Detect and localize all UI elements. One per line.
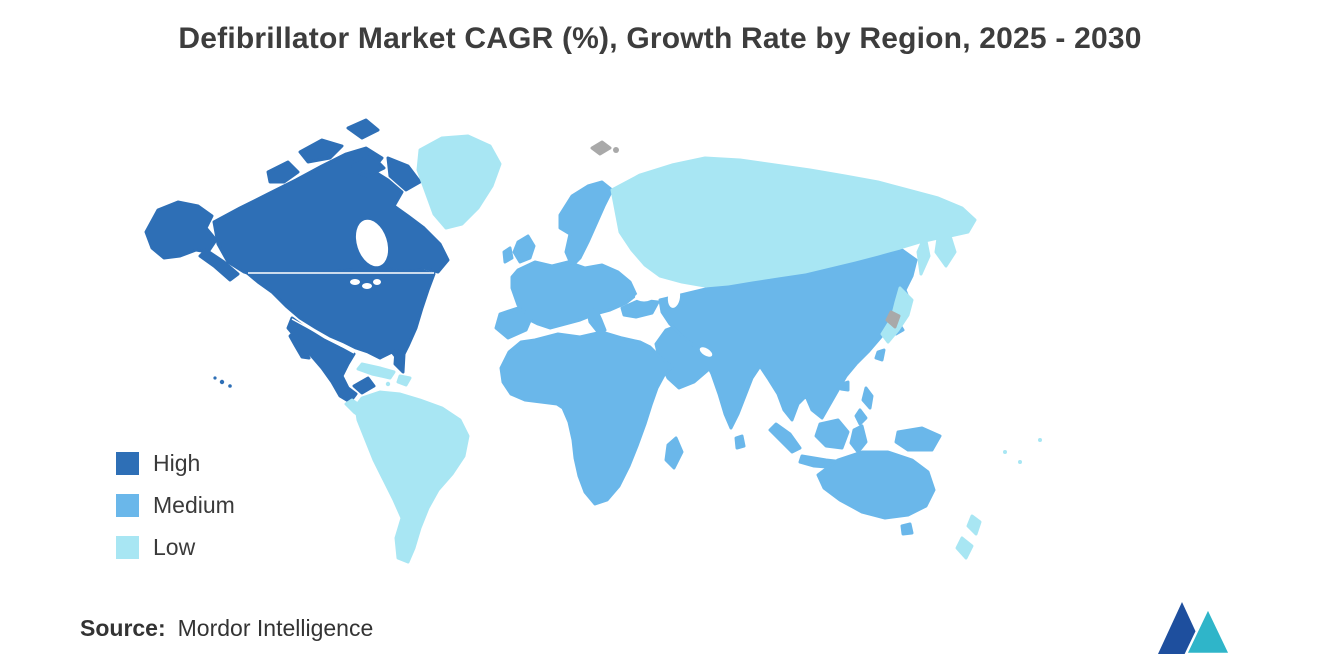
legend-swatch-low — [116, 536, 139, 559]
region-borneo — [814, 418, 850, 450]
region-iceland — [450, 200, 472, 218]
legend-label-high: High — [153, 450, 201, 476]
hawaii-island-dot — [228, 384, 232, 388]
legend-swatch-high — [116, 452, 139, 475]
page-title: Defibrillator Market CAGR (%), Growth Ra… — [178, 22, 1142, 55]
high-regions — [144, 118, 450, 404]
region-sulawesi — [849, 424, 868, 454]
region-philippines-south — [854, 408, 868, 426]
region-hainan — [839, 380, 850, 392]
pacific-island-dot — [1018, 460, 1022, 464]
region-greenland — [416, 134, 502, 230]
region-uk — [512, 234, 536, 264]
region-italy — [586, 307, 607, 334]
jamaica-dot — [385, 381, 391, 387]
country-borders — [248, 272, 434, 354]
legend-item-medium: Medium — [116, 492, 235, 519]
high-dots — [213, 376, 232, 388]
source-text: Mordor Intelligence — [177, 615, 374, 641]
logo-right-shape — [1184, 605, 1232, 656]
source-label: Source: — [80, 615, 166, 641]
region-new-zealand-north — [966, 514, 982, 536]
caspian-sea — [667, 286, 681, 308]
great-lake — [350, 279, 360, 285]
region-south-america — [354, 390, 470, 564]
region-philippines-north — [861, 386, 874, 410]
pacific-island-dot — [1038, 438, 1042, 442]
region-new-zealand-south — [955, 536, 974, 560]
region-cuba — [356, 362, 396, 380]
region-arctic-island-4 — [350, 154, 386, 178]
great-lake — [362, 283, 372, 289]
region-hispaniola — [396, 374, 412, 387]
mordor-intelligence-logo — [1158, 602, 1232, 656]
legend-label-medium: Medium — [153, 492, 235, 518]
region-north-korea — [885, 310, 901, 329]
black-sea — [635, 292, 653, 302]
region-new-guinea — [894, 426, 942, 452]
region-svalbard-islet — [613, 147, 619, 153]
region-canada — [212, 146, 450, 280]
region-australia — [816, 450, 936, 520]
legend-item-low: Low — [116, 534, 235, 561]
region-sri-lanka — [734, 434, 746, 450]
region-baja-california — [288, 330, 311, 360]
region-africa — [499, 330, 674, 506]
medium-regions — [494, 180, 942, 536]
region-asia-mainland — [658, 248, 918, 430]
region-tasmania — [900, 522, 914, 536]
hudson-bay — [355, 219, 389, 267]
region-usa — [244, 266, 436, 364]
region-ireland — [502, 246, 514, 264]
hawaii-island-dot — [213, 376, 217, 380]
region-yucatan — [352, 376, 376, 395]
region-arctic-island-3 — [346, 118, 380, 140]
low-dots — [385, 381, 1042, 464]
us-mexico-border — [291, 318, 355, 354]
low-regions — [344, 134, 1042, 564]
persian-gulf — [699, 347, 713, 357]
hawaii-island-dot — [219, 379, 225, 385]
region-florida — [393, 348, 406, 374]
legend-label-low: Low — [153, 534, 196, 560]
region-svalbard — [590, 140, 612, 156]
region-scandinavia — [558, 180, 614, 268]
source-line: Source: Mordor Intelligence — [80, 615, 373, 642]
region-russia — [610, 156, 977, 288]
region-madagascar — [664, 436, 684, 470]
region-baffin-island — [386, 156, 422, 192]
no-data-regions — [590, 140, 901, 329]
region-arctic-island-1 — [298, 138, 344, 164]
legend-item-high: High — [116, 450, 235, 477]
water-overlays — [350, 219, 713, 357]
region-taiwan — [874, 348, 886, 362]
region-iberia — [494, 306, 534, 340]
legend: High Medium Low — [116, 450, 235, 561]
region-arctic-island-2 — [266, 160, 300, 184]
region-sumatra — [768, 422, 802, 454]
region-sakhalin — [916, 234, 931, 276]
great-lake — [373, 279, 381, 285]
pacific-island-dot — [1003, 450, 1007, 454]
legend-swatch-medium — [116, 494, 139, 517]
region-alaska-panhandle — [198, 248, 240, 282]
